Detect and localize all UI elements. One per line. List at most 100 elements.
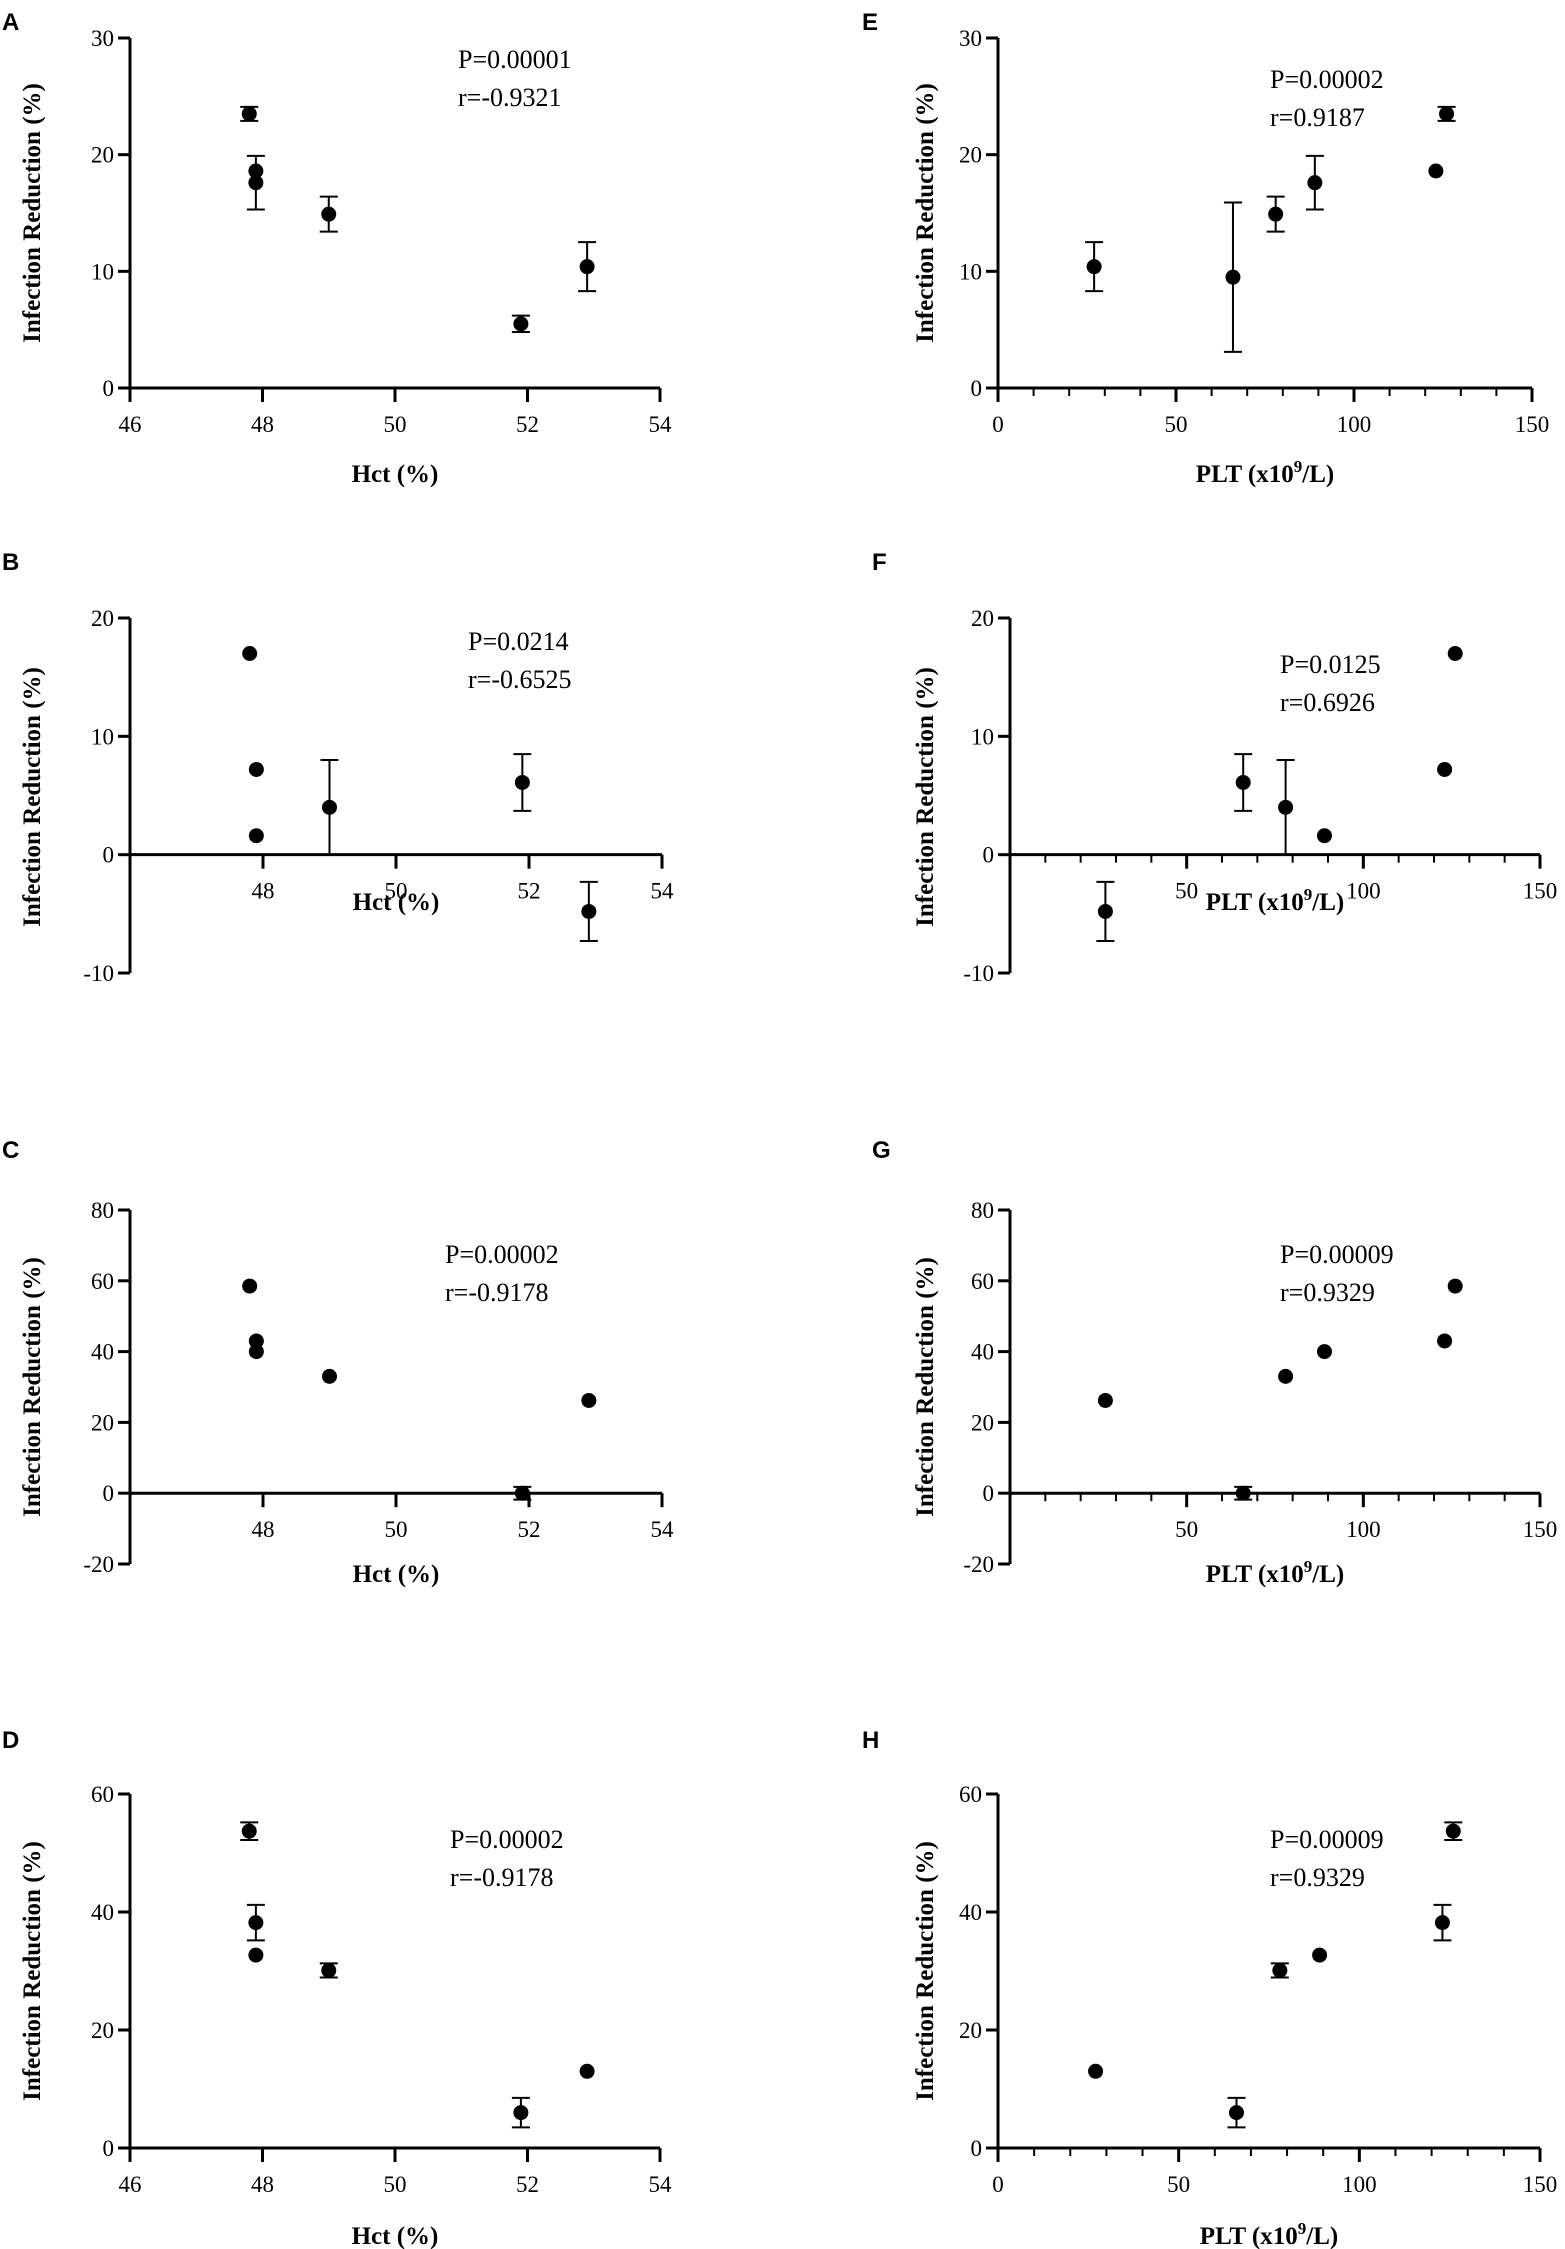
data-point [248,1333,264,1349]
data-point [248,828,264,844]
x-axis-title-main: PLT (x10 [1200,2223,1298,2249]
x-tick-label: 52 [516,2172,539,2197]
y-axis-title: Infection Reduction (%) [912,1257,939,1517]
y-tick-label: 0 [103,2136,115,2161]
data-point [1316,828,1332,844]
data-point [241,1823,257,1839]
r-value-label: r=-0.9178 [450,1863,553,1892]
r-value-label: r=0.6926 [1280,688,1375,717]
x-tick-label: 50 [385,1517,408,1542]
data-point [1225,269,1241,285]
data-point [242,1278,258,1294]
y-tick-label: -10 [963,961,994,986]
r-value-label: r=0.9187 [1270,103,1365,132]
data-point [581,1392,597,1408]
r-value-label: r=-0.9321 [458,83,561,112]
data-point [579,2063,595,2079]
data-point [513,316,529,332]
x-tick-label: 0 [992,412,1004,437]
data-point [322,1368,337,1384]
data-point [1439,106,1455,122]
data-point [1307,175,1323,191]
x-tick-label: 52 [518,1517,541,1542]
y-tick-label: 20 [91,2018,114,2043]
panel-f: F -10 0 10 20 50 100 150 Infection Reduction (%)… [872,549,1557,986]
data-point [1447,1278,1463,1294]
p-value-label: P=0.00002 [1270,65,1384,94]
x-tick-label: 50 [1167,2172,1190,2197]
y-tick-label: 20 [971,1410,994,1435]
data-point [1268,206,1284,222]
x-tick-label: 48 [252,879,275,904]
y-axis-title: Infection Reduction (%) [19,1841,46,2101]
x-axis-title-sup: 9 [1294,457,1303,476]
data-point [581,903,597,919]
x-tick-label: 150 [1523,2172,1558,2197]
data-point [1437,761,1453,777]
panel-a: A 0 10 20 30 46 48 50 52 54 Infection Reduction (%… [2,9,672,488]
y-tick-label: 0 [971,376,983,401]
y-tick-label: 0 [103,843,115,868]
x-tick-label: 50 [1165,412,1188,437]
x-tick-label: 150 [1523,879,1558,904]
data-point [241,106,257,122]
data-point [242,646,258,661]
data-point [1088,2063,1104,2079]
data-point [1434,1915,1450,1931]
x-tick-label: 46 [119,412,142,437]
y-tick-label: 0 [971,2136,983,2161]
p-value-label: P=0.00002 [445,1240,559,1269]
data-point [1278,799,1294,815]
data-point [513,2105,529,2121]
panel-e: E 0 10 20 30 0 50 100 150 Infection Reduction (%)… [862,9,1549,488]
x-axis-title-sup: 9 [1298,2219,1307,2238]
panel-label: B [2,549,19,576]
y-axis-title: Infection Reduction (%) [912,1841,939,2101]
panel-label: H [862,1727,879,1754]
y-tick-label: 10 [959,259,982,284]
x-tick-label: 0 [992,2172,1004,2197]
data-point [1447,646,1463,661]
x-axis-title-tail: /L) [1305,2223,1338,2249]
x-axis-title-main: PLT (x10 [1206,889,1304,916]
r-value-label: r=0.9329 [1270,1863,1365,1892]
data-point [1086,259,1102,275]
x-tick-label: 100 [1346,879,1381,904]
data-point [322,799,337,815]
x-axis-title-tail: /L) [1301,461,1334,488]
y-tick-label: 20 [971,606,994,631]
p-value-label: P=0.0125 [1280,650,1381,679]
r-value-label: r=-0.6525 [468,665,571,694]
x-tick-label: 48 [251,2172,274,2197]
y-tick-label: -10 [83,961,114,986]
y-tick-label: 10 [91,259,114,284]
p-value-label: P=0.00002 [450,1825,564,1854]
data-point [1428,163,1444,179]
data-point [1228,2105,1244,2121]
x-axis-title: PLT (x109/L) [1196,457,1334,488]
y-tick-label: 20 [959,2018,982,2043]
data-point [248,1947,264,1963]
y-tick-label: 40 [91,1340,114,1365]
x-tick-label: 100 [1346,1517,1381,1542]
data-point [1235,1485,1251,1501]
p-value-label: P=0.00009 [1270,1825,1384,1854]
x-tick-label: 150 [1515,412,1550,437]
y-tick-label: 10 [91,724,114,749]
x-tick-label: 54 [649,412,673,437]
y-tick-label: 40 [959,1900,982,1925]
data-point [1272,1962,1288,1978]
x-axis-title: PLT (x109/L) [1206,885,1344,916]
data-point [1278,1368,1294,1384]
data-point [321,1962,337,1978]
x-axis-title-tail: /L) [1311,1561,1344,1588]
data-point [248,761,264,777]
x-tick-label: 50 [1175,1517,1198,1542]
x-tick-label: 48 [251,412,274,437]
p-value-label: P=0.0214 [468,627,569,656]
panel-g: G -20 0 20 40 60 80 50 100 150 Infection Reduction… [872,1137,1557,1588]
y-tick-label: 0 [983,843,995,868]
x-tick-label: 50 [384,2172,407,2197]
p-value-label: P=0.00001 [458,45,572,74]
